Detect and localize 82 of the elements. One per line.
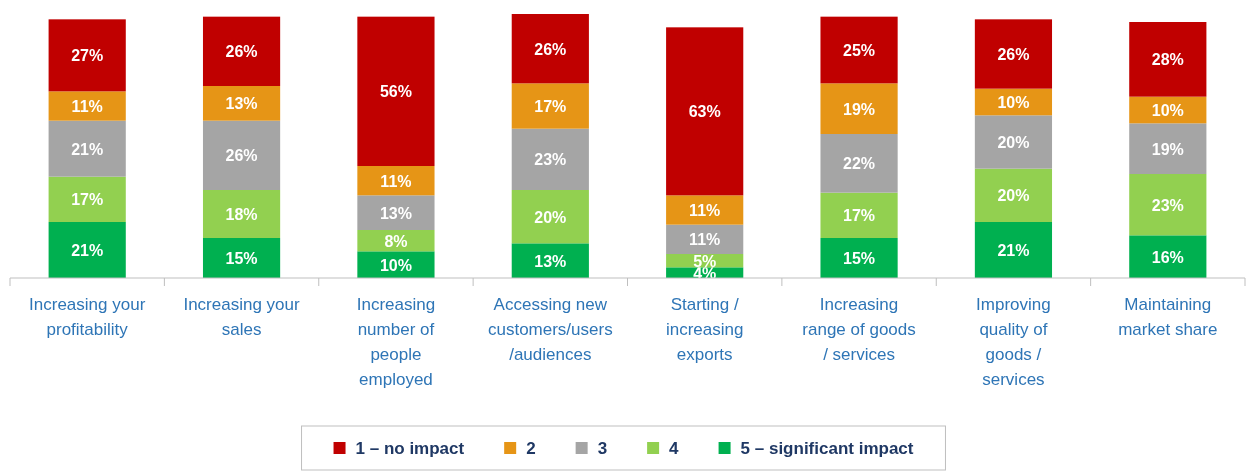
bar — [820, 83, 898, 134]
data-label: 18% — [225, 206, 258, 223]
data-label: 20% — [997, 134, 1030, 151]
data-label: 11% — [689, 231, 721, 249]
data-label: 63% — [688, 103, 721, 121]
bar — [48, 120, 126, 177]
data-label: 17% — [534, 98, 567, 115]
data-label: 15% — [225, 250, 258, 267]
bar — [202, 120, 281, 190]
bar — [820, 16, 898, 84]
data-label: 19% — [1151, 140, 1184, 158]
data-label: 22% — [843, 155, 876, 173]
bar — [1129, 174, 1207, 236]
bar — [48, 19, 126, 92]
data-label: 13% — [534, 252, 567, 270]
x-tick-label: Increasing your sales — [183, 295, 301, 339]
data-label: 11% — [689, 202, 721, 219]
legend-label: 2 — [526, 439, 536, 458]
data-label: 10% — [997, 94, 1030, 111]
bar — [511, 190, 589, 244]
data-label: 28% — [1151, 51, 1184, 69]
bar — [511, 128, 589, 190]
data-label: 26% — [997, 46, 1030, 63]
bar — [1129, 235, 1207, 278]
x-tick-label: Maintaining market share — [1118, 295, 1218, 339]
bar — [48, 91, 126, 121]
bar — [820, 238, 898, 278]
data-label: 26% — [534, 40, 567, 58]
legend-label: 3 — [597, 439, 608, 458]
bar — [511, 14, 589, 84]
bar — [48, 222, 126, 278]
data-label: 25% — [843, 42, 876, 59]
data-label: 15% — [843, 250, 876, 267]
bar — [1129, 22, 1207, 97]
data-label: 26% — [225, 147, 258, 165]
x-tick-label: Increasing number of people employed — [356, 295, 436, 389]
data-label: 23% — [1151, 196, 1184, 214]
bar — [357, 16, 435, 166]
x-tick-label: Starting / increasing exports — [665, 295, 744, 364]
legend-label: 5 – significant impact — [740, 439, 914, 458]
bar — [511, 83, 589, 129]
x-tick-label: Increasing your profitability — [29, 295, 146, 339]
data-label: 27% — [71, 47, 104, 65]
data-label: 11% — [380, 172, 412, 190]
bar — [974, 19, 1053, 89]
data-label: 10% — [379, 256, 412, 274]
bar — [974, 115, 1053, 169]
bar — [666, 195, 744, 225]
data-label: 20% — [534, 208, 567, 226]
data-label: 10% — [1151, 102, 1184, 119]
legend-label: 4 — [669, 439, 680, 458]
bar — [974, 222, 1053, 278]
bar — [202, 190, 281, 238]
data-label: 13% — [379, 204, 412, 222]
bar — [202, 86, 281, 121]
data-label: 17% — [71, 191, 104, 209]
bar — [820, 134, 898, 193]
bar — [357, 166, 435, 196]
data-label: 56% — [379, 83, 412, 101]
bar — [48, 176, 126, 222]
bar — [820, 192, 898, 238]
bar — [202, 16, 281, 86]
x-tick-label: Increasing range of goods / services — [802, 295, 916, 364]
bar — [666, 27, 744, 196]
data-label: 13% — [225, 95, 258, 113]
data-label: 11% — [71, 98, 103, 115]
data-label: 26% — [225, 43, 258, 61]
data-label: 8% — [384, 232, 408, 250]
data-label: 23% — [534, 151, 567, 169]
x-tick-label: Improving quality of goods / services — [976, 295, 1051, 389]
data-label: 20% — [997, 187, 1030, 205]
bar — [974, 168, 1053, 222]
data-label: 21% — [997, 242, 1030, 259]
data-label: 21% — [71, 242, 104, 259]
legend-label: 1 – no impact — [355, 439, 465, 458]
data-label: 17% — [843, 207, 876, 225]
data-label: 21% — [71, 140, 104, 158]
bar — [357, 195, 435, 230]
bar — [1129, 123, 1207, 174]
data-label: 19% — [843, 100, 876, 118]
data-label: 16% — [1151, 248, 1184, 266]
x-tick-label: Accessing new customers/users /audiences — [487, 295, 613, 364]
